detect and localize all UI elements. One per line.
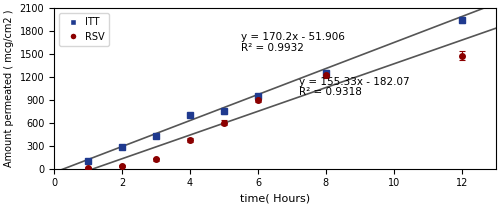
Text: R² = 0.9318: R² = 0.9318 [298,87,362,97]
Text: y = 170.2x - 51.906: y = 170.2x - 51.906 [241,32,345,42]
Y-axis label: Amount permeated ( mcg/cm2 ): Amount permeated ( mcg/cm2 ) [4,10,14,167]
Legend: ITT, RSV: ITT, RSV [59,13,108,46]
Text: R² = 0.9932: R² = 0.9932 [241,43,304,53]
Text: y = 155.33x - 182.07: y = 155.33x - 182.07 [298,77,410,87]
X-axis label: time( Hours): time( Hours) [240,194,310,204]
